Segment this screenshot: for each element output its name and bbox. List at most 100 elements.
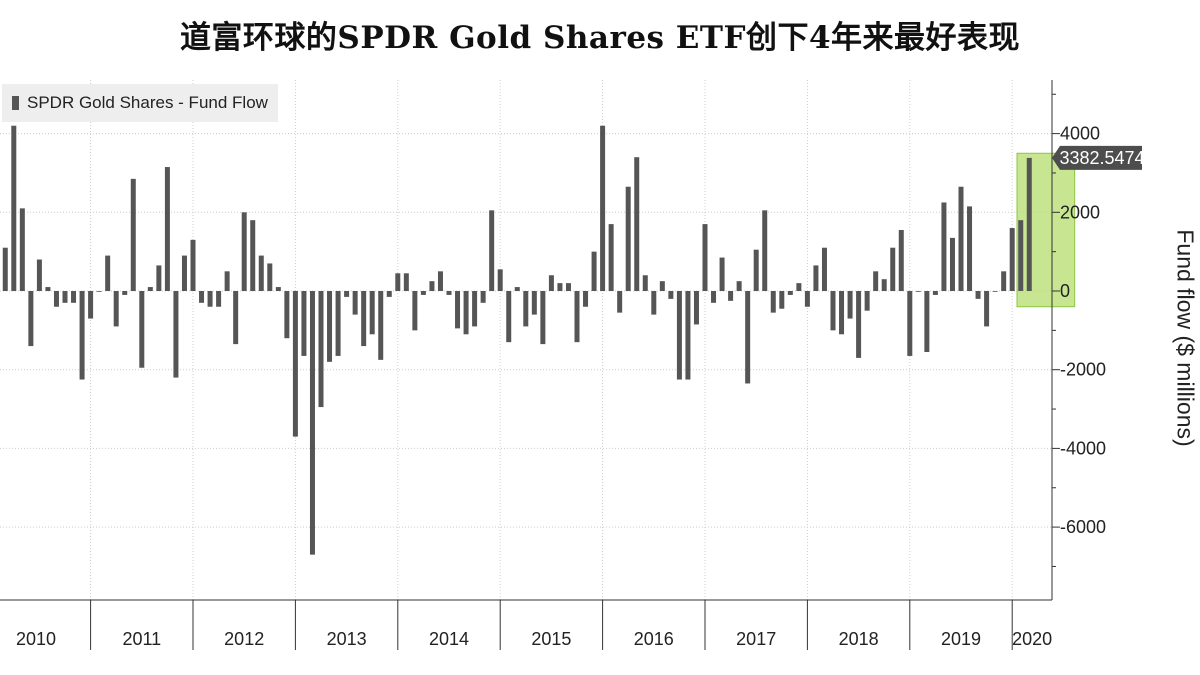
bar <box>531 291 537 315</box>
bar <box>267 263 273 291</box>
bar <box>890 247 896 291</box>
y-tick-label: -2000 <box>1060 360 1106 380</box>
bar <box>335 291 341 356</box>
bar <box>258 255 264 291</box>
bar <box>224 271 230 291</box>
bar <box>565 283 571 291</box>
bar <box>574 291 580 343</box>
bar <box>233 291 239 345</box>
bar <box>344 291 350 297</box>
bar <box>881 279 887 291</box>
bar <box>642 275 648 291</box>
bar <box>753 249 759 291</box>
bar <box>96 291 102 292</box>
bar <box>164 167 170 291</box>
bar <box>932 291 938 295</box>
x-tick-label: 2016 <box>634 629 674 649</box>
bar <box>668 291 674 299</box>
bar <box>898 230 904 291</box>
y-tick-label: 0 <box>1060 281 1070 301</box>
bar <box>506 291 512 343</box>
bar <box>856 291 862 358</box>
bar <box>608 224 614 291</box>
bar <box>779 291 785 309</box>
bar <box>412 291 418 331</box>
bar <box>847 291 853 319</box>
latest-value-callout <box>1052 145 1142 170</box>
bar <box>600 125 606 291</box>
highlight-box <box>1016 152 1076 308</box>
latest-value-label: 3382.5474 <box>1059 148 1144 168</box>
x-tick-label: 2017 <box>736 629 776 649</box>
bar <box>839 291 845 335</box>
bar <box>693 291 699 325</box>
bar <box>403 273 409 291</box>
bar <box>821 247 827 291</box>
bar <box>105 255 111 291</box>
bar <box>71 291 77 303</box>
bar <box>420 291 426 295</box>
bar <box>557 283 563 291</box>
x-tick-label: 2014 <box>429 629 469 649</box>
bar <box>472 291 478 327</box>
bar <box>941 202 947 291</box>
bar <box>915 291 921 292</box>
bar <box>88 291 94 319</box>
bar <box>625 186 631 291</box>
y-tick-label: 4000 <box>1060 124 1100 144</box>
bar <box>736 281 742 291</box>
bar <box>446 291 452 295</box>
bar <box>437 271 443 291</box>
bar <box>907 291 913 356</box>
bar <box>181 255 187 291</box>
bar <box>583 291 589 307</box>
bar <box>352 291 358 315</box>
bar <box>378 291 384 360</box>
bar <box>45 287 51 291</box>
bar <box>156 265 162 291</box>
bar <box>429 281 435 291</box>
chart-title: 道富环球的SPDR Gold Shares ETF创下4年来最好表现 <box>179 20 1021 56</box>
bar <box>984 291 990 327</box>
bar <box>369 291 375 335</box>
bar <box>949 237 955 291</box>
bar <box>139 291 145 368</box>
bar <box>497 269 503 291</box>
bar <box>804 291 810 307</box>
bar <box>711 291 717 303</box>
bar <box>958 186 964 291</box>
bar <box>489 210 495 291</box>
x-tick-label: 2011 <box>122 629 161 649</box>
chart-legend: SPDR Gold Shares - Fund Flow <box>2 84 278 122</box>
bar <box>873 271 879 291</box>
x-tick-label: 2019 <box>941 629 981 649</box>
bar <box>292 291 298 437</box>
bar <box>548 275 554 291</box>
bar <box>275 287 281 291</box>
bar <box>523 291 529 327</box>
bar <box>745 291 751 384</box>
y-tick-label: 2000 <box>1060 202 1100 222</box>
bar <box>327 291 333 362</box>
bar <box>514 287 520 291</box>
bar <box>241 212 247 291</box>
bar <box>651 291 657 315</box>
x-tick-label: 2020 <box>1012 629 1052 649</box>
bar <box>130 178 136 291</box>
bar <box>386 291 392 297</box>
legend-swatch <box>12 96 19 110</box>
bar <box>975 291 981 299</box>
bar <box>455 291 461 329</box>
bar <box>728 291 734 301</box>
x-tick-label: 2012 <box>224 629 264 649</box>
bar <box>480 291 486 303</box>
bar <box>190 239 196 291</box>
bar <box>864 291 870 311</box>
bar <box>361 291 367 347</box>
bar <box>830 291 836 331</box>
bar <box>62 291 68 303</box>
y-tick-label: -6000 <box>1060 517 1106 537</box>
bar <box>199 291 205 303</box>
bar <box>250 220 256 291</box>
